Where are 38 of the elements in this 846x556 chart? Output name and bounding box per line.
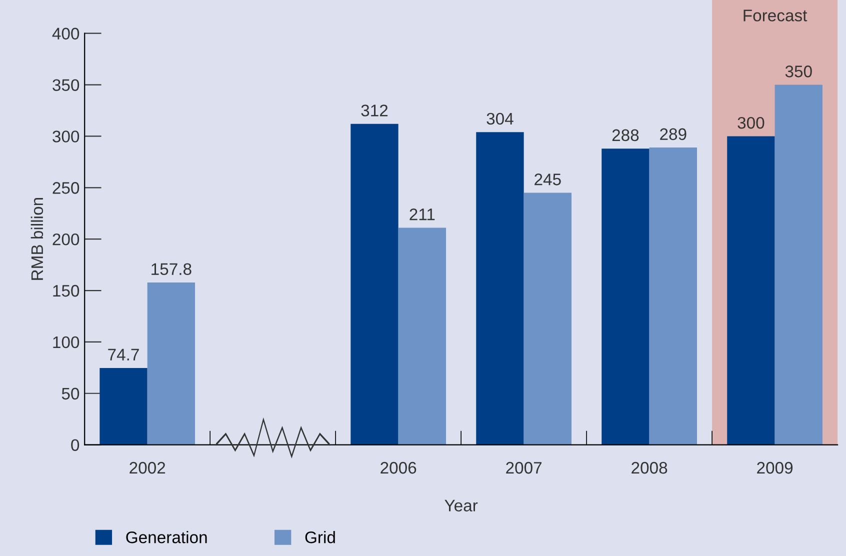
data-label: 300 xyxy=(738,116,764,129)
legend-label: Generation xyxy=(126,531,207,544)
x-tick-label: 2007 xyxy=(506,462,542,474)
bar xyxy=(649,148,697,445)
y-tick-label: 250 xyxy=(52,182,80,194)
bar xyxy=(602,148,650,445)
data-label: 350 xyxy=(785,66,812,78)
x-tick-label: 2008 xyxy=(632,462,668,474)
data-label: 288 xyxy=(612,129,639,142)
bar xyxy=(727,136,775,445)
y-tick-label: 150 xyxy=(53,284,80,297)
y-tick-label: 200 xyxy=(52,233,80,246)
data-label: 74.7 xyxy=(108,348,139,360)
bar xyxy=(476,132,524,445)
y-tick-label: 400 xyxy=(52,28,80,40)
bar xyxy=(100,368,148,445)
data-label: 289 xyxy=(660,128,686,140)
x-tick-label: 2002 xyxy=(130,462,166,474)
y-tick-label: 100 xyxy=(53,336,80,348)
legend-label: Grid xyxy=(305,531,335,544)
band-label: Forecast xyxy=(744,10,808,22)
x-tick-label: 2009 xyxy=(757,462,793,474)
x-axis-title: Year xyxy=(444,500,478,512)
y-tick-label: 50 xyxy=(62,388,80,400)
y-axis-title: RMB billion xyxy=(30,198,44,280)
bar xyxy=(524,192,572,445)
x-tick-label: 2006 xyxy=(380,462,416,474)
data-label: 211 xyxy=(410,208,435,220)
bar xyxy=(398,228,446,445)
data-label: 245 xyxy=(534,174,561,186)
y-tick-label: 350 xyxy=(52,79,80,91)
bar xyxy=(350,124,398,445)
y-tick-label: 300 xyxy=(52,130,80,142)
data-label: 304 xyxy=(486,112,514,125)
data-label: 157.8 xyxy=(152,263,192,276)
bar xyxy=(147,282,196,445)
data-label: 312 xyxy=(361,104,388,116)
y-tick-label: 0 xyxy=(71,439,80,452)
